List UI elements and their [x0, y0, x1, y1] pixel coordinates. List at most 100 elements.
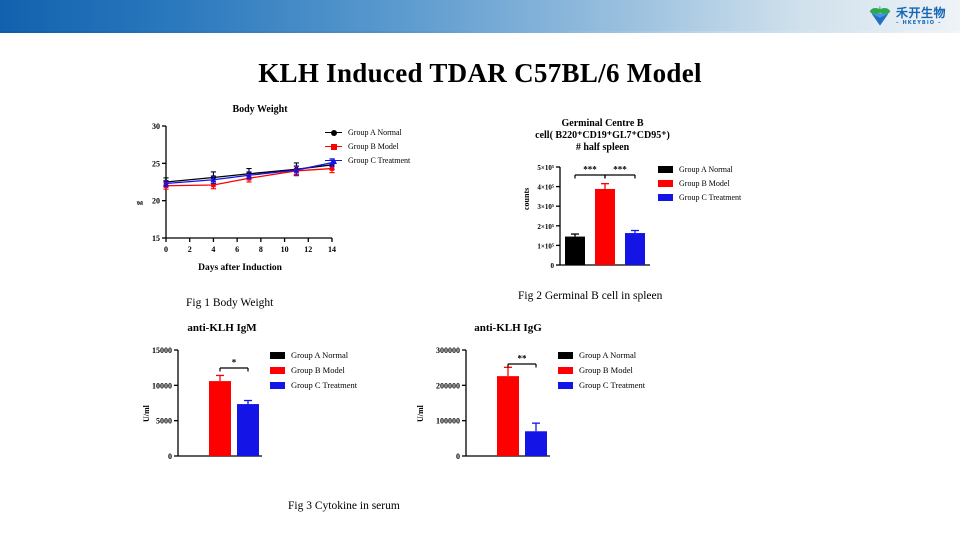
legend-item: Group C Treatment [270, 380, 357, 390]
legend-marker-circle-icon [325, 128, 342, 137]
y-tick-label: 2×10⁵ [537, 223, 554, 231]
legend-swatch [270, 351, 285, 359]
caption-fig2: Fig 2 Germinal B cell in spleen [518, 290, 663, 302]
y-tick-label: 1×10⁵ [537, 242, 554, 250]
legend-swatch [558, 381, 573, 389]
chart-title-anti-klh-igm: anti-KLH IgM [187, 322, 257, 334]
data-point-marker [210, 176, 217, 183]
y-tick-label: 15 [152, 234, 160, 243]
y-axis-label-anti-klh-igm: U/ml [142, 405, 151, 422]
y-tick-label: 20 [152, 197, 160, 206]
legend-label: Group B Model [579, 365, 633, 375]
legend-swatch [658, 166, 673, 173]
bar [565, 236, 585, 265]
legend-item: Group C Treatment [325, 156, 410, 165]
page-title: KLH Induced TDAR C57BL/6 Model [258, 58, 702, 88]
legend-item: Group B Model [558, 365, 645, 375]
legend-item: Group B Model [325, 142, 410, 151]
bar [525, 431, 547, 456]
legend-germinal-centre-b: Group A Normal Group B Model Group C Treat… [658, 165, 741, 207]
legend-swatch [658, 180, 673, 187]
y-tick-label: 200000 [436, 381, 460, 390]
legend-item: Group A Normal [325, 128, 410, 137]
chart-title-line: # half spleen [575, 142, 630, 154]
y-tick-label: 5000 [156, 417, 172, 426]
legend-item: Group B Model [658, 179, 741, 188]
legend-anti-klh-igg: Group A Normal Group B Model Group C Treat… [558, 350, 645, 395]
bar [209, 381, 231, 456]
x-tick-label: 14 [328, 245, 336, 254]
chart-anti-klh-igg: anti-KLH IgG 0 100000 200000 300000 ** U/ml … [408, 322, 698, 482]
legend-label: Group C Treatment [679, 193, 742, 202]
y-tick-label: 4×10⁵ [537, 184, 554, 192]
x-tick-label: 12 [304, 245, 312, 254]
chart-body-weight: Body Weight 15 20 25 30 0 2 4 6 8 10 12 14 g Days a… [120, 100, 450, 280]
bar [595, 188, 615, 265]
data-point-marker [246, 172, 252, 178]
y-tick-label: 300000 [436, 346, 460, 355]
significance-marker: * [232, 358, 237, 368]
legend-item: Group B Model [270, 365, 357, 375]
x-tick-label: 2 [188, 245, 192, 254]
data-point-marker [211, 182, 216, 188]
legend-swatch [270, 381, 285, 389]
chart-anti-klh-igm: anti-KLH IgM 0 5000 10000 15000 * U/ml Group… [130, 322, 420, 482]
x-tick-label: 0 [164, 245, 168, 254]
y-tick-label: 5×10⁵ [537, 164, 554, 172]
bar [237, 404, 259, 456]
bar [625, 233, 645, 265]
chart-title-anti-klh-igg: anti-KLH IgG [474, 322, 542, 334]
bar [497, 376, 519, 456]
legend-label: Group A Normal [348, 128, 402, 137]
logo-chinese-text: 禾开生物 [895, 5, 946, 20]
y-tick-label: 30 [152, 122, 160, 131]
significance-marker: *** [583, 165, 597, 175]
header-divider [0, 31, 960, 33]
legend-swatch [558, 366, 573, 374]
y-tick-label: 0 [168, 452, 172, 461]
legend-label: Group A Normal [579, 350, 637, 360]
leaf-diamond-logo-icon [869, 6, 891, 26]
legend-label: Group B Model [291, 365, 345, 375]
legend-label: Group A Normal [291, 350, 349, 360]
anti-klh-igm-plot: 0 5000 10000 15000 * [152, 346, 262, 461]
legend-marker-square-icon [325, 142, 342, 151]
anti-klh-igg-plot: 0 100000 200000 300000 ** [436, 346, 550, 461]
legend-anti-klh-igm: Group A Normal Group B Model Group C Treat… [270, 350, 357, 395]
chart-title-line: Germinal Centre B [561, 118, 644, 129]
legend-swatch [558, 351, 573, 359]
y-axis-label-anti-klh-igg: U/ml [416, 405, 425, 422]
x-tick-label: 6 [235, 245, 239, 254]
y-tick-label: 0 [456, 452, 460, 461]
data-point-marker [163, 180, 169, 186]
legend-item: Group C Treatment [558, 380, 645, 390]
legend-label: Group C Treatment [348, 156, 411, 165]
x-tick-label: 4 [211, 245, 215, 254]
legend-label: Group B Model [348, 142, 399, 151]
significance-marker: ** [518, 354, 528, 364]
significance-marker: *** [613, 165, 627, 175]
legend-item: Group A Normal [558, 350, 645, 360]
x-tick-label: 10 [281, 245, 289, 254]
legend-item: Group A Normal [658, 165, 741, 174]
y-tick-label: 25 [152, 159, 160, 168]
x-axis-label-body-weight: Days after Induction [198, 263, 282, 273]
y-axis-label-body-weight: g [134, 201, 143, 205]
legend-item: Group A Normal [270, 350, 357, 360]
legend-body-weight: Group A Normal Group B Model Group C Treat… [325, 128, 410, 170]
logo-english-text: – HKEYBIO – [895, 19, 942, 26]
legend-label: Group C Treatment [579, 380, 646, 390]
y-tick-label: 3×10⁵ [537, 203, 554, 211]
y-axis-label-germinal-centre-b: counts [522, 187, 531, 210]
header-bar [0, 0, 960, 31]
legend-swatch [658, 194, 673, 201]
legend-label: Group B Model [679, 179, 730, 188]
chart-title-body-weight: Body Weight [232, 104, 288, 115]
germinal-centre-b-plot: 0 1×10⁵ 2×10⁵ 3×10⁵ 4×10⁵ 5×10⁵ *** *** [537, 164, 650, 270]
legend-label: Group C Treatment [291, 380, 358, 390]
legend-marker-triangle-icon [325, 156, 342, 165]
caption-fig1: Fig 1 Body Weight [186, 297, 274, 309]
y-tick-label: 100000 [436, 417, 460, 426]
